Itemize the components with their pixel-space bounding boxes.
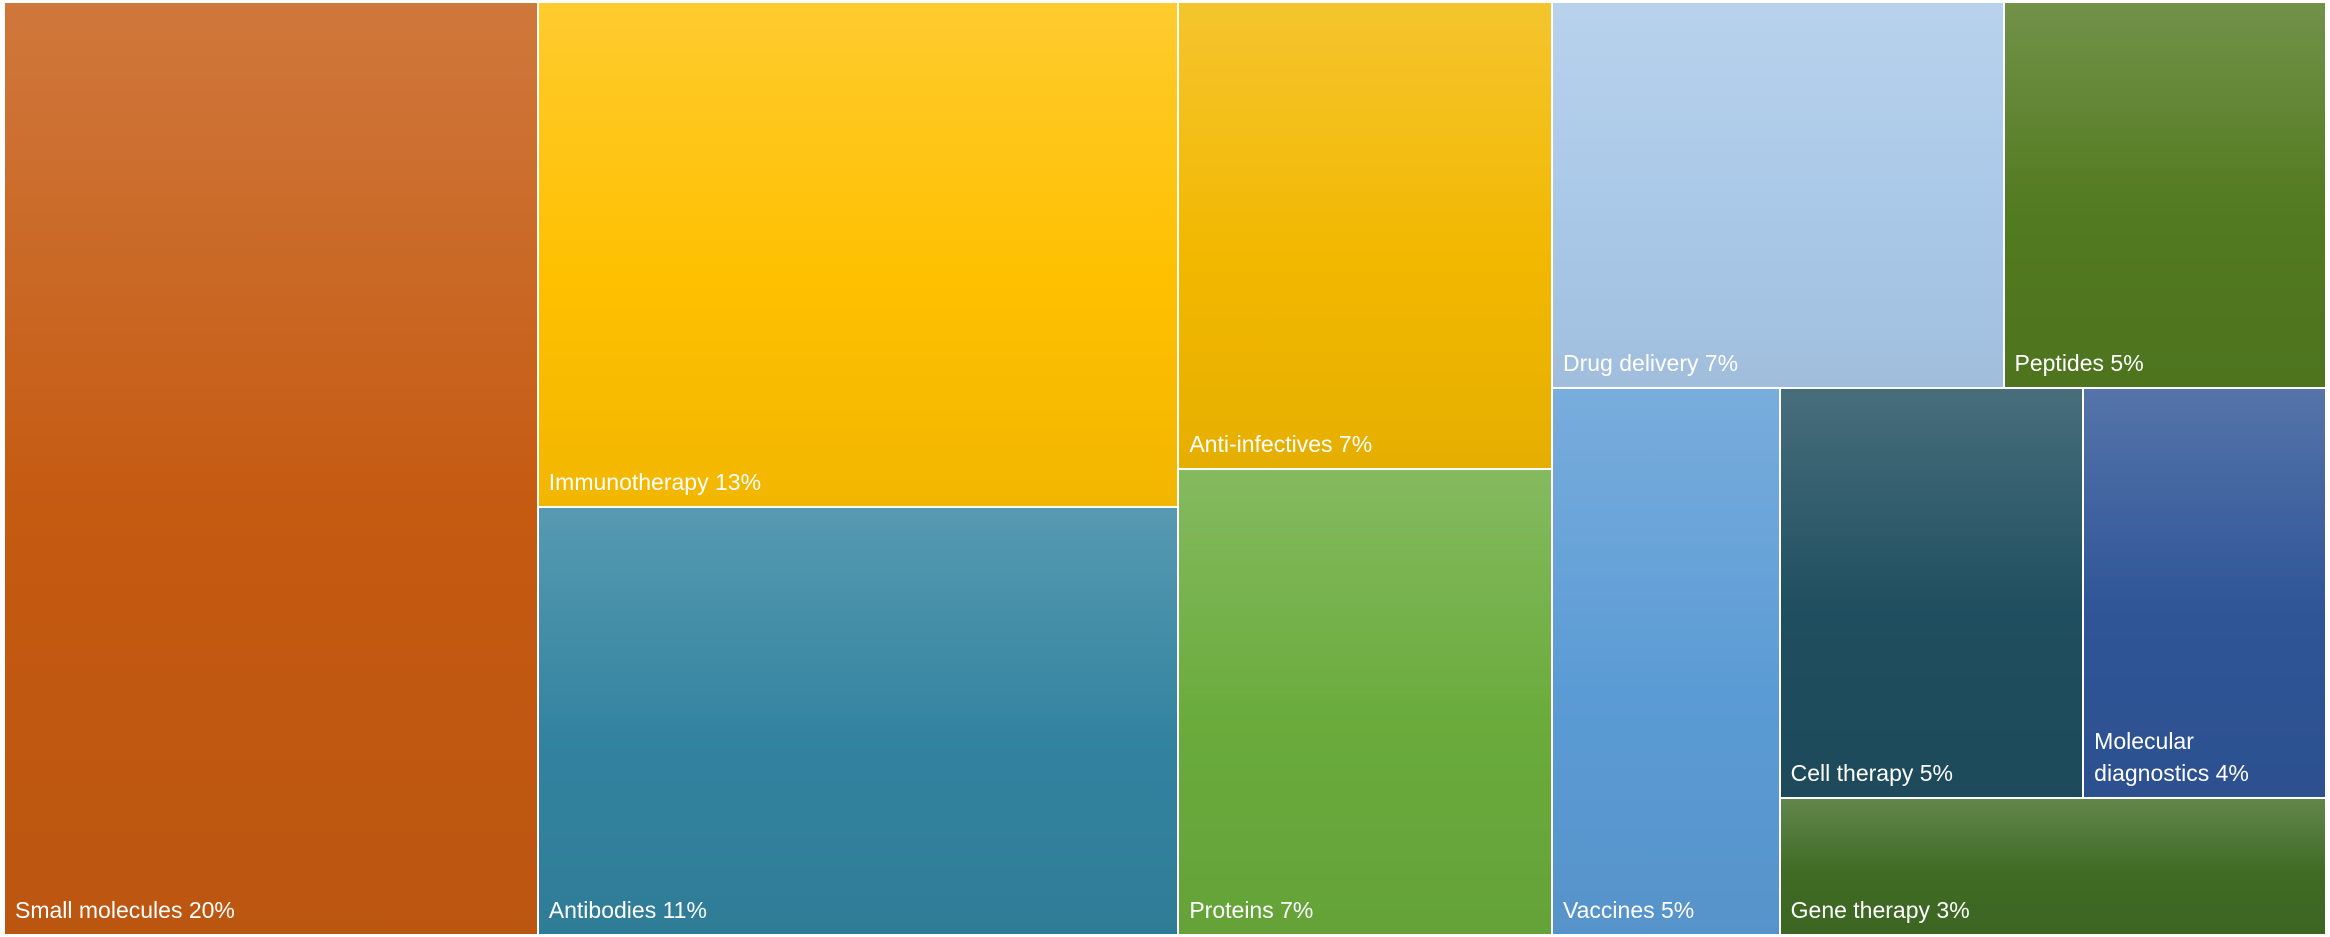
category-name: Proteins [1189,897,1274,923]
category-name: Peptides [2014,350,2105,377]
category-name: Drug delivery [1563,350,1699,377]
tile-label: Gene therapy 3% [1791,894,2315,926]
tile: Cell therapy 5% [1779,388,2084,799]
tile-label: Drug delivery 7% [1563,347,1993,379]
tile: Gene therapy 3% [1779,798,2326,935]
tile-label: Antibodies 11% [549,894,1168,926]
value-label: 5% [1919,760,1954,787]
tile: Molecular diagnostics 4% [2083,388,2326,799]
value-label: 7% [1338,430,1373,457]
value-label: 7% [1704,350,1739,377]
category-name: Anti-infectives [1189,430,1333,457]
value-label: 5% [1661,896,1695,923]
tile-label: Immunotherapy 13% [549,466,1168,498]
treemap: Small molecules 20% Immunotherapy 13% Anti… [4,2,2326,935]
category-name: Antibodies [548,897,657,923]
category-name: Small molecules [15,897,183,923]
category-name: Cell therapy [1790,760,1914,787]
category-name: Immunotherapy [548,469,709,496]
tile-label: Small molecules 20% [15,894,527,926]
value-label: 4% [2215,760,2249,787]
tile: Proteins 7% [1178,468,1552,935]
tile: Small molecules 20% [4,2,538,935]
tile: Drug delivery 7% [1552,2,2004,389]
tile: Immunotherapy 13% [537,2,1179,508]
tile-label: Vaccines 5% [1563,894,1769,926]
value-label: 20% [188,897,235,923]
tile-label: Proteins 7% [1189,894,1541,926]
value-label: 11% [662,897,707,923]
tile-label: Molecular diagnostics 4% [2094,725,2315,789]
category-name: Vaccines [1563,896,1655,923]
category-name: Gene therapy [1790,896,1931,923]
tile: Vaccines 5% [1552,388,1780,935]
value-label: 13% [714,469,762,496]
tile-label: Anti-infectives 7% [1189,428,1541,460]
category-name: Molecular diagnostics [2094,728,2210,787]
tile-label: Peptides 5% [2015,347,2316,379]
value-label: 5% [2110,350,2144,377]
tile: Peptides 5% [2003,2,2326,389]
tile: Antibodies 11% [537,507,1179,935]
tile: Anti-infectives 7% [1178,2,1552,469]
value-label: 3% [1936,896,1970,923]
tile-label: Cell therapy 5% [1791,757,2073,789]
value-label: 7% [1280,897,1314,923]
